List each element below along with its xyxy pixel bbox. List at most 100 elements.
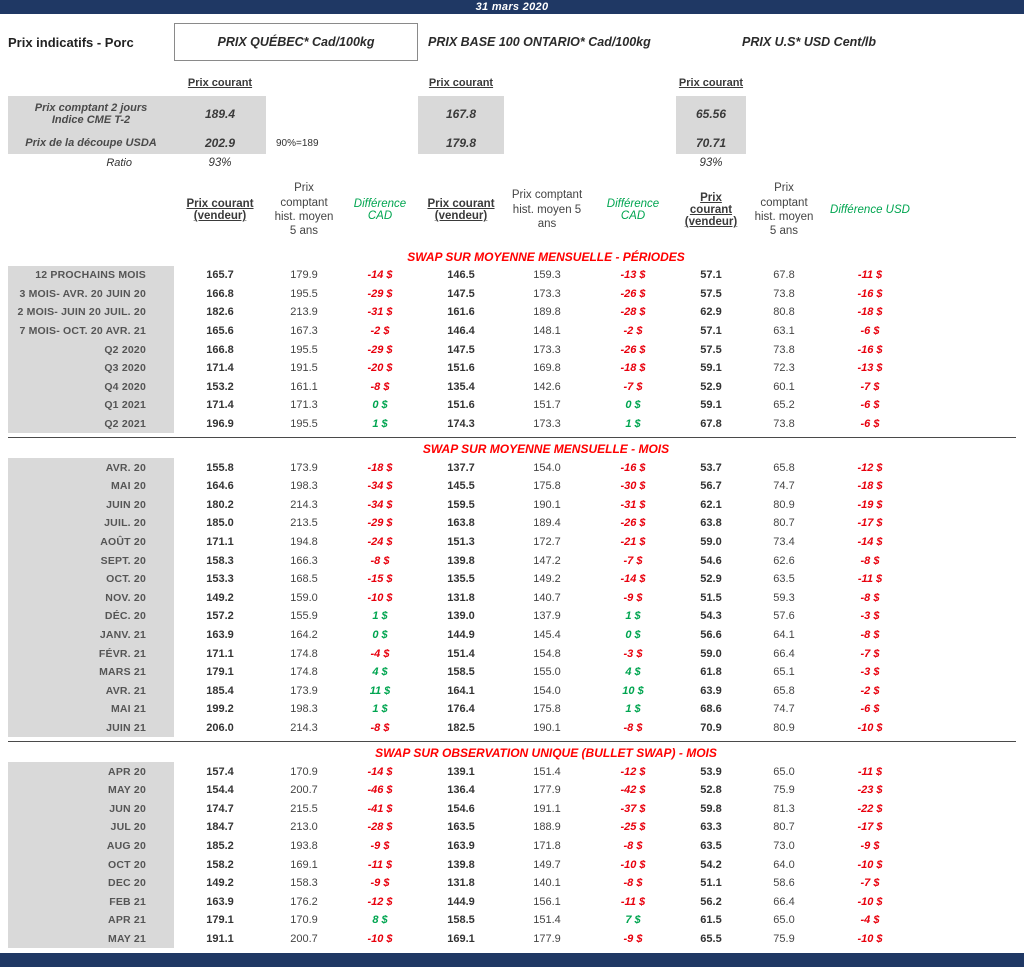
difference-cell: -12 $ <box>857 461 883 474</box>
difference-cell: -15 $ <box>367 573 393 586</box>
price-hist-cell: 154.0 <box>533 684 561 697</box>
price-hist-cell: 63.5 <box>773 573 795 586</box>
difference-cell: -18 $ <box>857 480 883 493</box>
table-row: NOV. 20 149.2 159.0 -10 $ 131.8 140.7 -9 $ 51.5… <box>8 588 1016 608</box>
price-hist-cell: 195.5 <box>290 418 318 431</box>
difference-cell: 8 $ <box>372 914 388 927</box>
report-page: Prix indicatifs - Porc PRIX QUÉBEC* Cad/… <box>0 14 1024 949</box>
price-current-cell: 56.7 <box>700 480 722 493</box>
price-hist-cell: 174.8 <box>290 666 318 679</box>
difference-cell: -26 $ <box>620 343 646 356</box>
price-hist-cell: 65.0 <box>773 914 795 927</box>
difference-cell: -46 $ <box>367 784 393 797</box>
table-row: AOÛT 20 171.1 194.8 -24 $ 151.3 172.7 -21 $ 59.… <box>8 532 1016 552</box>
price-current-cell: 54.2 <box>700 858 722 871</box>
price-hist-cell: 166.3 <box>290 554 318 567</box>
price-hist-cell: 151.4 <box>533 914 561 927</box>
price-hist-cell: 159.3 <box>533 269 561 282</box>
difference-cell: -13 $ <box>857 362 883 375</box>
difference-cell: -8 $ <box>370 554 390 567</box>
difference-cell: -28 $ <box>620 306 646 319</box>
table-row: MAY 20 154.4 200.7 -46 $ 136.4 177.9 -42 $ 52.8… <box>8 780 1016 800</box>
price-hist-cell: 191.5 <box>290 362 318 375</box>
price-hist-cell: 59.3 <box>773 591 795 604</box>
price-hist-cell: 175.8 <box>533 480 561 493</box>
price-hist-cell: 58.6 <box>773 877 795 890</box>
col-header-vendeur-quebec: Prix courant (vendeur) <box>186 198 254 222</box>
difference-cell: 1 $ <box>625 418 641 431</box>
price-current-cell: 56.6 <box>700 628 722 641</box>
difference-cell: -41 $ <box>367 802 393 815</box>
difference-cell: -42 $ <box>620 784 646 797</box>
price-hist-cell: 213.5 <box>290 517 318 530</box>
price-hist-cell: 171.8 <box>533 839 561 852</box>
price-hist-cell: 173.9 <box>290 461 318 474</box>
price-hist-cell: 67.8 <box>773 269 795 282</box>
price-current-cell: 144.9 <box>447 628 475 641</box>
prix-courant-label-us: Prix courant <box>678 77 744 89</box>
difference-cell: -37 $ <box>620 802 646 815</box>
price-current-cell: 165.7 <box>206 269 234 282</box>
price-current-cell: 163.8 <box>447 517 475 530</box>
price-hist-cell: 73.8 <box>773 343 795 356</box>
price-hist-cell: 158.3 <box>290 877 318 890</box>
difference-cell: 0 $ <box>372 399 388 412</box>
col-header-vendeur-ontario: Prix courant (vendeur) <box>427 198 495 222</box>
spot-row-cme-label: Prix comptant 2 jours Indice CME T-2 <box>8 96 174 132</box>
price-hist-cell: 151.7 <box>533 399 561 412</box>
col-header-vendeur-us: Prix courant (vendeur) <box>684 192 738 228</box>
price-current-cell: 135.4 <box>447 380 475 393</box>
price-hist-cell: 169.8 <box>533 362 561 375</box>
difference-cell: -8 $ <box>370 380 390 393</box>
price-current-cell: 131.8 <box>447 591 475 604</box>
table-row: AVR. 20 155.8 173.9 -18 $ 137.7 154.0 -16 $ 53.… <box>8 458 1016 477</box>
difference-cell: -8 $ <box>860 554 880 567</box>
section-title-row: SWAP SUR MOYENNE MENSUELLE - PÉRIODES <box>8 248 1016 266</box>
difference-cell: -2 $ <box>860 684 880 697</box>
price-hist-cell: 198.3 <box>290 703 318 716</box>
price-current-cell: 52.9 <box>700 573 722 586</box>
difference-cell: -18 $ <box>857 306 883 319</box>
price-hist-cell: 64.1 <box>773 628 795 641</box>
difference-cell: -11 $ <box>857 573 883 586</box>
difference-cell: -11 $ <box>620 895 646 908</box>
difference-cell: 1 $ <box>625 610 641 623</box>
difference-cell: -31 $ <box>367 306 393 319</box>
price-hist-cell: 73.8 <box>773 418 795 431</box>
row-label: APR 20 <box>8 762 174 781</box>
price-current-cell: 176.4 <box>447 703 475 716</box>
price-current-cell: 163.9 <box>206 895 234 908</box>
price-current-cell: 191.1 <box>206 932 234 945</box>
price-current-cell: 135.5 <box>447 573 475 586</box>
price-hist-cell: 167.3 <box>290 325 318 338</box>
price-hist-cell: 200.7 <box>290 932 318 945</box>
difference-cell: -12 $ <box>367 895 393 908</box>
price-current-cell: 161.6 <box>447 306 475 319</box>
difference-cell: 10 $ <box>622 684 644 697</box>
price-hist-cell: 193.8 <box>290 839 318 852</box>
row-label: NOV. 20 <box>8 588 174 608</box>
price-hist-cell: 74.7 <box>773 703 795 716</box>
spot-label-line2: Indice CME T-2 <box>51 114 131 126</box>
price-hist-cell: 65.8 <box>773 461 795 474</box>
difference-cell: -16 $ <box>620 461 646 474</box>
price-hist-cell: 73.8 <box>773 287 795 300</box>
price-hist-cell: 149.2 <box>533 573 561 586</box>
price-hist-cell: 195.5 <box>290 343 318 356</box>
price-current-cell: 54.3 <box>700 610 722 623</box>
price-current-cell: 185.2 <box>206 839 234 852</box>
price-hist-cell: 142.6 <box>533 380 561 393</box>
difference-cell: -8 $ <box>860 628 880 641</box>
price-hist-cell: 151.4 <box>533 765 561 778</box>
price-current-cell: 67.8 <box>700 418 722 431</box>
price-current-cell: 185.0 <box>206 517 234 530</box>
price-current-cell: 158.2 <box>206 858 234 871</box>
column-header-row: Prix courant (vendeur) Prix comptant his… <box>8 172 1016 248</box>
difference-cell: -25 $ <box>620 821 646 834</box>
table-row: APR 20 157.4 170.9 -14 $ 139.1 151.4 -12 $ 53.9… <box>8 762 1016 781</box>
price-hist-cell: 80.7 <box>773 517 795 530</box>
row-label: Q2 2021 <box>8 414 174 434</box>
price-current-cell: 182.6 <box>206 306 234 319</box>
table-row: JUL 20 184.7 213.0 -28 $ 163.5 188.9 -25 $ 63.3… <box>8 818 1016 837</box>
row-label: DEC 20 <box>8 873 174 893</box>
